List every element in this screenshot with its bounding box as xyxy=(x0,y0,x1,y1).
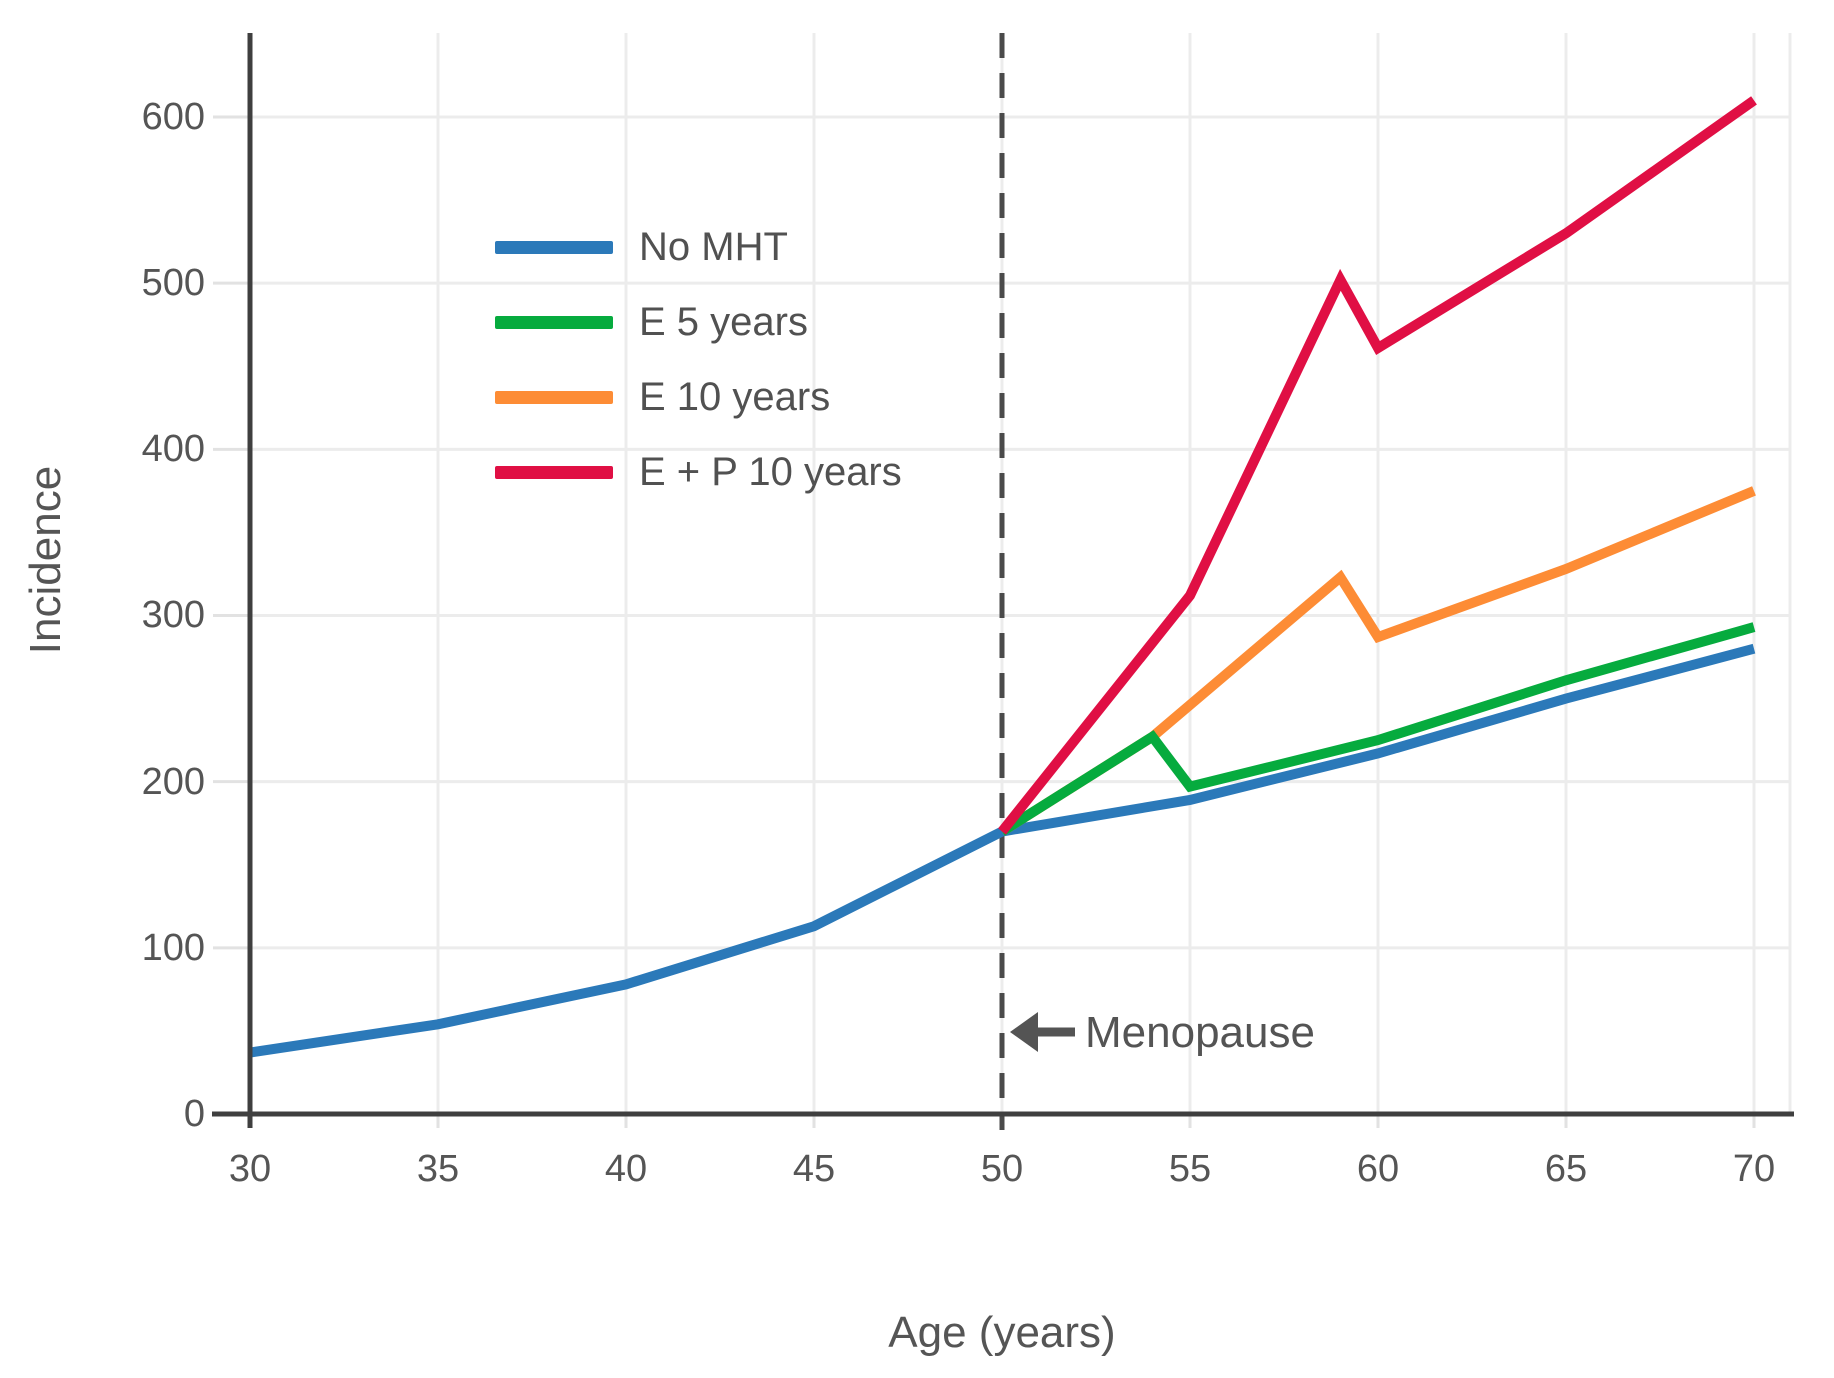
legend-item-e-10-years: E 10 years xyxy=(495,360,902,435)
y-axis-title: Incidence xyxy=(21,465,70,655)
x-tick-label-35: 35 xyxy=(416,1148,460,1190)
gridlines xyxy=(250,33,1792,1114)
legend-item-e-p-10-years: E + P 10 years xyxy=(495,435,902,510)
x-tick-label-45: 45 xyxy=(792,1148,836,1190)
legend-label: E 10 years xyxy=(639,375,831,419)
legend-item-no-mht: No MHT xyxy=(495,210,902,285)
y-tick-label-500: 500 xyxy=(141,262,205,305)
y-tick-label-200: 200 xyxy=(141,760,205,803)
menopause-annotation-label: Menopause xyxy=(1085,1008,1315,1057)
left-arrow-icon xyxy=(1010,1012,1075,1052)
legend-swatch xyxy=(495,466,613,479)
series-line-e-p-10-years xyxy=(998,96,1757,835)
x-tick-label-30: 30 xyxy=(228,1148,272,1190)
x-tick-label-50: 50 xyxy=(980,1148,1024,1190)
series-line-e-5-years xyxy=(999,622,1756,836)
y-tick-label-600: 600 xyxy=(141,95,205,138)
legend-item-e-5-years: E 5 years xyxy=(495,285,902,360)
axes xyxy=(212,33,1794,1128)
x-tick-label-65: 65 xyxy=(1544,1148,1588,1190)
legend-label: No MHT xyxy=(639,225,788,269)
legend-label: E + P 10 years xyxy=(639,450,902,494)
x-axis-title: Age (years) xyxy=(888,1308,1116,1357)
legend-swatch xyxy=(495,241,613,254)
legend: No MHT E 5 years E 10 years E + P 10 years xyxy=(495,210,902,510)
legend-swatch xyxy=(495,316,613,329)
x-tick-label-70: 70 xyxy=(1732,1148,1776,1190)
y-tick-label-100: 100 xyxy=(141,926,205,969)
y-tick-label-300: 300 xyxy=(141,594,205,637)
x-tick-label-40: 40 xyxy=(604,1148,648,1190)
tick-marks xyxy=(213,115,1756,1128)
legend-swatch xyxy=(495,391,613,404)
y-tick-label-0: 0 xyxy=(183,1093,205,1135)
y-tick-label-400: 400 xyxy=(141,428,205,471)
x-tick-label-55: 55 xyxy=(1168,1148,1212,1190)
x-tick-label-60: 60 xyxy=(1356,1148,1400,1190)
legend-label: E 5 years xyxy=(639,300,808,344)
